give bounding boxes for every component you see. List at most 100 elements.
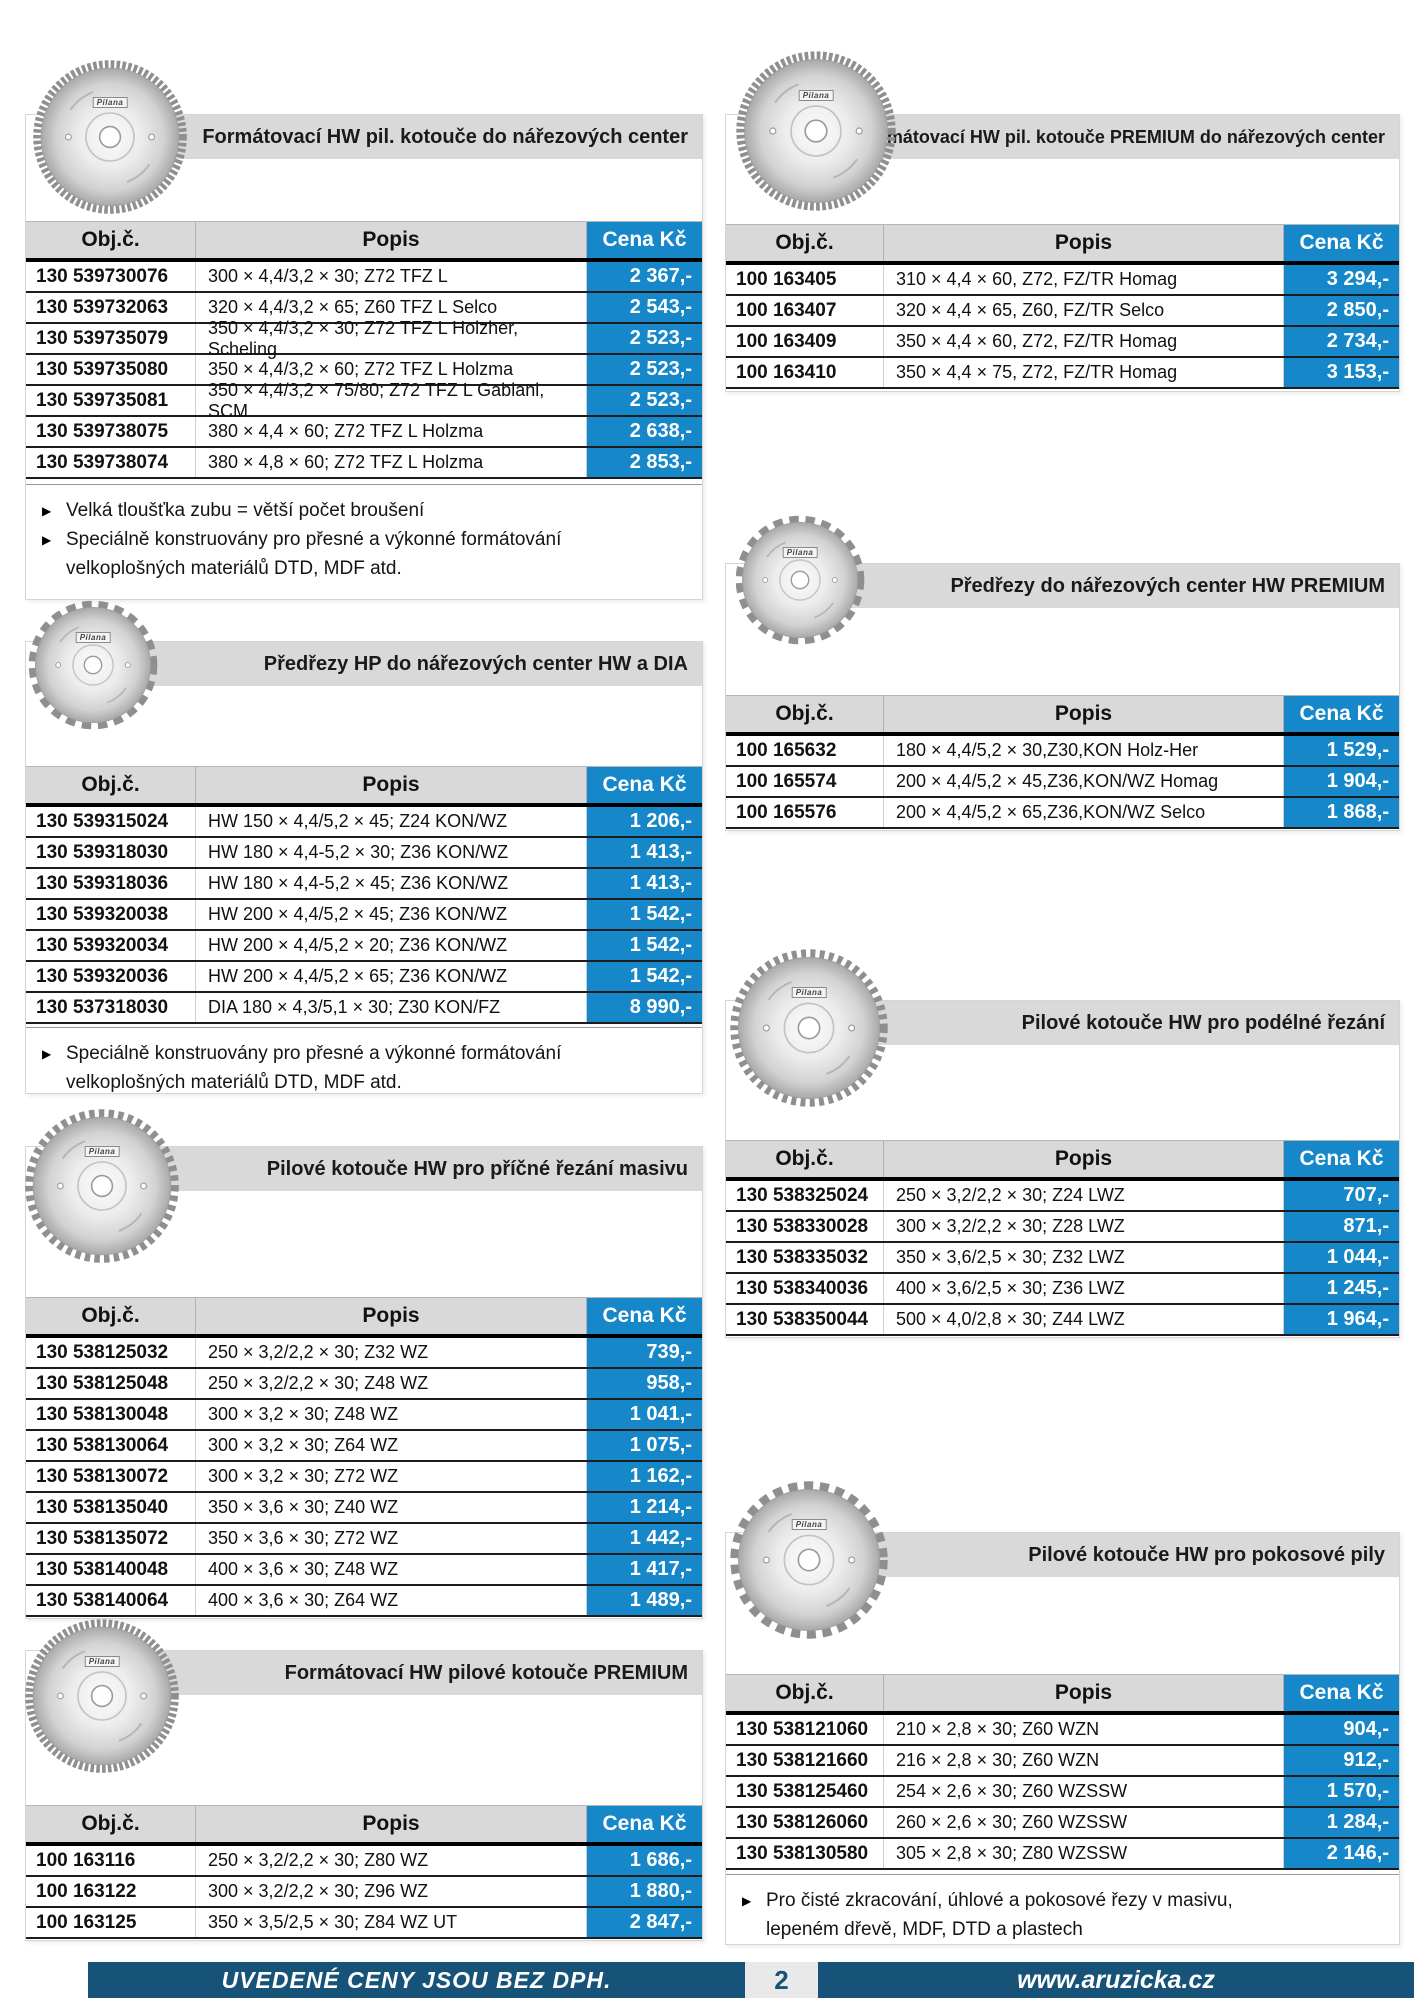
- table-row: 130 538330028 300 × 3,2/2,2 × 30; Z28 LWZ…: [726, 1212, 1399, 1243]
- column-header-obj: Obj.č.: [26, 1298, 196, 1334]
- cell-popis: 350 × 3,6/2,5 × 30; Z32 LWZ: [884, 1243, 1284, 1272]
- table-row: 130 538340036 400 × 3,6/2,5 × 30; Z36 LWZ…: [726, 1274, 1399, 1305]
- cell-popis: 310 × 4,4 × 60, Z72, FZ/TR Homag: [884, 265, 1284, 294]
- cell-obj: 130 538130064: [26, 1431, 196, 1460]
- table-header-row: Obj.č. Popis Cena Kč: [26, 767, 702, 807]
- column-header-popis: Popis: [196, 1298, 587, 1334]
- table-row: 100 165576 200 × 4,4/5,2 × 65,Z36,KON/WZ …: [726, 798, 1399, 829]
- column-header-popis: Popis: [884, 696, 1284, 732]
- bullet-triangle-icon: ▶: [742, 1894, 752, 1908]
- cell-cena: 2 523,-: [587, 355, 702, 384]
- footer-page-number: 2: [745, 1962, 818, 1998]
- cell-popis: 320 × 4,4/3,2 × 65; Z60 TFZ L Selco: [196, 293, 587, 322]
- cell-cena: 1 570,-: [1284, 1777, 1399, 1806]
- cell-popis: 300 × 3,2 × 30; Z72 WZ: [196, 1462, 587, 1491]
- table-row: 130 539738075 380 × 4,4 × 60; Z72 TFZ L H…: [26, 417, 702, 448]
- saw-blade-image: Pilana: [727, 946, 891, 1110]
- column-header-obj: Obj.č.: [26, 767, 196, 803]
- table-row: 130 539738074 380 × 4,8 × 60; Z72 TFZ L H…: [26, 448, 702, 479]
- note-text: Speciálně konstruovány pro přesné a výko…: [66, 1043, 562, 1093]
- cell-cena: 8 990,-: [587, 993, 702, 1022]
- cell-popis: 216 × 2,8 × 30; Z60 WZN: [884, 1746, 1284, 1775]
- note-item: ▶ Pro čisté zkracování, úhlové a pokosové…: [742, 1886, 1271, 1944]
- footer-vat-note: UVEDENÉ CENY JSOU BEZ DPH.: [88, 1962, 745, 1998]
- table-row: 130 539320034 HW 200 × 4,4/5,2 × 20; Z36 …: [26, 931, 702, 962]
- column-header-popis: Popis: [196, 1806, 587, 1842]
- cell-cena: 707,-: [1284, 1181, 1399, 1210]
- cell-cena: 2 853,-: [587, 448, 702, 477]
- cell-popis: 300 × 3,2 × 30; Z48 WZ: [196, 1400, 587, 1429]
- note-text: Pro čisté zkracování, úhlové a pokosové …: [766, 1890, 1233, 1940]
- table-row: 100 163122 300 × 3,2/2,2 × 30; Z96 WZ 1 88…: [26, 1877, 702, 1908]
- section-title-bar: Pilové kotouče HW pro podélné řezání: [843, 1001, 1399, 1045]
- cell-popis: 350 × 4,4/3,2 × 75/80; Z72 TFZ L Gabiani…: [196, 380, 587, 421]
- price-table: Obj.č. Popis Cena Kč 130 539730076 300 × …: [26, 221, 702, 479]
- cell-cena: 958,-: [587, 1369, 702, 1398]
- cell-cena: 739,-: [587, 1338, 702, 1367]
- cell-cena: 3 153,-: [1284, 358, 1399, 387]
- cell-obj: 100 165576: [726, 798, 884, 827]
- cell-popis: HW 180 × 4,4-5,2 × 30; Z36 KON/WZ: [196, 838, 587, 867]
- cell-obj: 130 538126060: [726, 1808, 884, 1837]
- table-row: 130 538130072 300 × 3,2 × 30; Z72 WZ 1 162…: [26, 1462, 702, 1493]
- table-row: 130 538140064 400 × 3,6 × 30; Z64 WZ 1 489…: [26, 1586, 702, 1617]
- column-header-popis: Popis: [884, 1675, 1284, 1711]
- cell-obj: 130 537318030: [26, 993, 196, 1022]
- saw-blade-image: Pilana: [26, 598, 160, 732]
- cell-cena: 871,-: [1284, 1212, 1399, 1241]
- table-row: 130 538130064 300 × 3,2 × 30; Z64 WZ 1 075…: [26, 1431, 702, 1462]
- table-body: 130 539315024 HW 150 × 4,4/5,2 × 45; Z24 …: [26, 807, 702, 1024]
- price-table: Obj.č. Popis Cena Kč 130 538121060 210 × …: [726, 1674, 1399, 1870]
- table-row: 130 539735080 350 × 4,4/3,2 × 60; Z72 TFZ…: [26, 355, 702, 386]
- column-header-obj: Obj.č.: [726, 696, 884, 732]
- saw-blade-image: Pilana: [733, 513, 867, 647]
- cell-popis: 350 × 4,4 × 60, Z72, FZ/TR Homag: [884, 327, 1284, 356]
- cell-cena: 1 880,-: [587, 1877, 702, 1906]
- cell-cena: 904,-: [1284, 1715, 1399, 1744]
- cell-obj: 130 538125460: [726, 1777, 884, 1806]
- blade-brand-logo: Pilana: [84, 1656, 120, 1667]
- column-header-cena: Cena Kč: [587, 1298, 702, 1334]
- table-row: 130 538121060 210 × 2,8 × 30; Z60 WZN 904,…: [726, 1715, 1399, 1746]
- cell-obj: 130 538121660: [726, 1746, 884, 1775]
- table-body: 100 163405 310 × 4,4 × 60, Z72, FZ/TR Hom…: [726, 265, 1399, 389]
- cell-popis: 210 × 2,8 × 30; Z60 WZN: [884, 1715, 1284, 1744]
- table-row: 130 539320038 HW 200 × 4,4/5,2 × 45; Z36 …: [26, 900, 702, 931]
- notes-box: ▶ Pro čisté zkracování, úhlové a pokosové…: [726, 1874, 1399, 1944]
- column-header-cena: Cena Kč: [1284, 1141, 1399, 1177]
- cell-cena: 1 206,-: [587, 807, 702, 836]
- table-header-row: Obj.č. Popis Cena Kč: [26, 222, 702, 262]
- cell-popis: 200 × 4,4/5,2 × 45,Z36,KON/WZ Homag: [884, 767, 1284, 796]
- cell-popis: 380 × 4,4 × 60; Z72 TFZ L Holzma: [196, 417, 587, 446]
- cell-cena: 2 543,-: [587, 293, 702, 322]
- cell-popis: 300 × 4,4/3,2 × 30; Z72 TFZ L: [196, 262, 587, 291]
- note-item: ▶ Velká tloušťka zubu = větší počet brouš…: [42, 496, 571, 525]
- cell-cena: 2 523,-: [587, 386, 702, 415]
- table-row: 100 163407 320 × 4,4 × 65, Z60, FZ/TR Sel…: [726, 296, 1399, 327]
- cell-popis: 350 × 4,4/3,2 × 60; Z72 TFZ L Holzma: [196, 355, 587, 384]
- table-row: 130 538335032 350 × 3,6/2,5 × 30; Z32 LWZ…: [726, 1243, 1399, 1274]
- table-header-row: Obj.č. Popis Cena Kč: [726, 225, 1399, 265]
- table-row: 100 163405 310 × 4,4 × 60, Z72, FZ/TR Hom…: [726, 265, 1399, 296]
- cell-obj: 130 539738074: [26, 448, 196, 477]
- table-row: 100 163116 250 × 3,2/2,2 × 30; Z80 WZ 1 68…: [26, 1846, 702, 1877]
- table-body: 100 165632 180 × 4,4/5,2 × 30,Z30,KON Hol…: [726, 736, 1399, 829]
- cell-cena: 1 529,-: [1284, 736, 1399, 765]
- cell-obj: 130 538125048: [26, 1369, 196, 1398]
- cell-cena: 1 284,-: [1284, 1808, 1399, 1837]
- cell-obj: 130 538340036: [726, 1274, 884, 1303]
- column-header-cena: Cena Kč: [587, 767, 702, 803]
- cell-obj: 130 539320036: [26, 962, 196, 991]
- note-text: Speciálně konstruovány pro přesné a výko…: [66, 529, 562, 579]
- table-header-row: Obj.č. Popis Cena Kč: [726, 1141, 1399, 1181]
- table-row: 130 537318030 DIA 180 × 4,3/5,1 × 30; Z30…: [26, 993, 702, 1024]
- section-title-bar: Předřezy HP do nářezových center HW a DI…: [128, 642, 702, 686]
- price-table: Obj.č. Popis Cena Kč 130 538125032 250 × …: [26, 1297, 702, 1617]
- saw-blade-image: Pilana: [22, 1106, 182, 1266]
- cell-obj: 130 538135040: [26, 1493, 196, 1522]
- cell-popis: 400 × 3,6/2,5 × 30; Z36 LWZ: [884, 1274, 1284, 1303]
- table-row: 130 538126060 260 × 2,6 × 30; Z60 WZSSW 1 …: [726, 1808, 1399, 1839]
- cell-obj: 130 538121060: [726, 1715, 884, 1744]
- cell-popis: 300 × 3,2/2,2 × 30; Z28 LWZ: [884, 1212, 1284, 1241]
- cell-obj: 130 538350044: [726, 1305, 884, 1334]
